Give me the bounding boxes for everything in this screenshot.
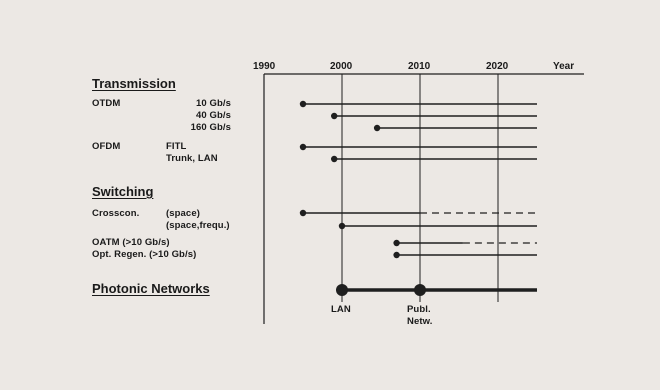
section-transmission: Transmission xyxy=(92,76,176,91)
axis-year-2020: 2020 xyxy=(486,61,509,72)
start-dot-otdm_40 xyxy=(331,112,338,120)
row-label-otdm-10: 10 Gb/s xyxy=(195,98,231,109)
section-switching: Switching xyxy=(92,184,154,199)
row-label-ofdm-fitl: FITL xyxy=(166,141,187,152)
axis-year-2010: 2010 xyxy=(408,61,431,72)
start-dot-ofdm_fitl xyxy=(299,143,307,151)
row-label-ofdm-trunk: Trunk, LAN xyxy=(166,153,218,164)
row-label-crosscon-spacefreq: (space,frequ.) xyxy=(166,220,230,231)
row-label-oatm: OATM (>10 Gb/s) xyxy=(92,237,170,248)
marker-label-publ: Publ. xyxy=(407,304,431,315)
row-label-crosscon: Crosscon. xyxy=(92,208,140,219)
axis-year-2000: 2000 xyxy=(330,61,353,72)
axis-year-1990: 1990 xyxy=(253,61,276,72)
start-dot-regen xyxy=(393,251,400,259)
marker-label-netw: Netw. xyxy=(407,316,433,327)
milestone-dot-2000 xyxy=(336,284,348,296)
axis-unit-label: Year xyxy=(553,61,575,72)
section-photonic-networks: Photonic Networks xyxy=(92,281,210,296)
start-dot-ofdm_trunk xyxy=(331,155,338,163)
milestone-dot-2010 xyxy=(414,284,426,296)
marker-label-lan: LAN xyxy=(331,304,351,315)
start-dot-crosscon_space xyxy=(299,209,307,217)
row-label-crosscon-space: (space) xyxy=(166,208,200,219)
row-label-otdm-40: 40 Gb/s xyxy=(195,110,231,121)
row-label-otdm-160: 160 Gb/s xyxy=(190,122,231,133)
row-label-otdm: OTDM xyxy=(92,98,121,109)
start-dot-otdm_10 xyxy=(299,100,307,108)
row-label-ofdm: OFDM xyxy=(92,141,121,152)
start-dot-oatm xyxy=(393,239,400,247)
start-dot-otdm_160 xyxy=(373,124,381,132)
row-label-opt-regen: Opt. Regen. (>10 Gb/s) xyxy=(92,249,197,260)
start-dot-crosscon_spacefreq xyxy=(338,222,346,230)
